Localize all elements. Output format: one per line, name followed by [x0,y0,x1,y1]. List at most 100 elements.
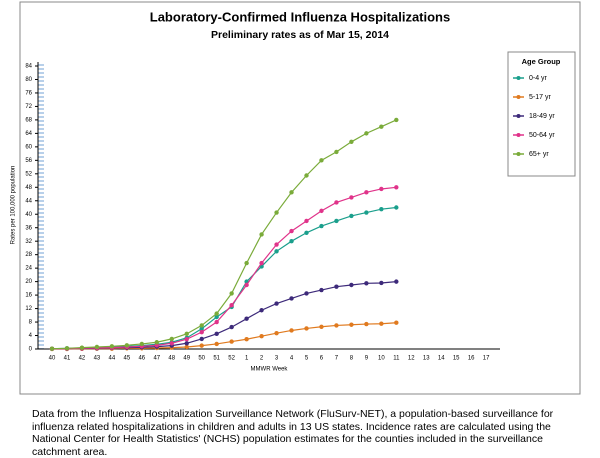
x-tick-label: 10 [378,356,385,362]
data-point [334,284,339,289]
data-point [169,341,174,346]
legend-marker [516,76,521,80]
data-point [274,301,279,306]
y-tick-label: 48 [25,185,32,191]
data-point [214,341,219,347]
x-tick-label: 45 [124,356,131,362]
x-axis-label: MMWR Week [251,367,289,373]
y-tick-label: 8 [29,320,33,326]
chart-subtitle: Preliminary rates as of Mar 15, 2014 [211,29,389,41]
chart: Laboratory-Confirmed Influenza Hospitali… [11,1,581,395]
legend-label: 65+ yr [529,151,549,158]
x-tick-label: 11 [393,356,400,362]
x-tick-label: 1 [245,356,249,362]
data-point [289,228,294,234]
y-tick-label: 16 [25,293,32,299]
x-tick-label: 46 [138,356,145,362]
chart-title: Laboratory-Confirmed Influenza Hospitali… [150,9,450,24]
data-point [139,341,145,347]
data-point [304,173,309,178]
y-tick-label: 12 [25,306,32,312]
data-point [244,282,249,288]
data-point [379,186,384,192]
data-point [199,343,204,348]
data-point [64,346,70,351]
data-point [214,311,219,316]
y-tick-label: 28 [25,252,32,258]
data-point [169,336,174,342]
data-point [244,316,249,321]
y-tick-label: 84 [25,64,32,70]
data-point [259,333,264,339]
data-point [229,291,234,296]
data-point [244,260,249,266]
data-point [244,337,249,342]
x-tick-label: 3 [275,356,279,362]
data-point [274,210,279,215]
x-tick-label: 44 [109,356,116,362]
data-point [319,223,324,229]
y-tick-label: 76 [25,91,32,97]
data-point [319,287,324,293]
data-point [394,205,399,210]
data-point [364,190,369,195]
y-tick-label: 40 [25,212,32,218]
data-point [304,326,309,331]
data-point [289,190,294,195]
y-tick-label: 20 [25,279,32,285]
data-point [379,206,384,212]
x-tick-label: 50 [198,356,205,362]
data-point [274,249,279,254]
data-point [124,343,130,348]
data-point [319,208,324,214]
data-point [349,195,354,200]
data-point [154,343,159,348]
data-point [364,281,369,286]
data-point [349,282,354,288]
data-point [364,131,369,136]
data-point [394,279,399,284]
data-point [184,344,189,350]
legend-title: Age Group [522,57,561,66]
data-point [289,328,294,333]
legend-label: 50-64 yr [529,132,555,139]
y-tick-label: 36 [25,225,32,231]
y-tick-label: 80 [25,77,32,83]
data-point [364,321,369,327]
legend-marker [516,133,521,137]
series-line [52,186,397,350]
decoration [38,64,44,349]
legend-label: 18-49 yr [529,113,555,120]
data-point [229,303,234,308]
data-point [364,210,369,215]
x-tick-label: 41 [64,356,71,362]
data-point [319,324,324,329]
data-point [334,149,339,155]
data-point [274,242,279,247]
data-point [289,296,294,301]
data-point [379,124,384,129]
data-point [184,341,189,346]
data-point [199,326,204,331]
x-tick-label: 51 [213,356,220,362]
x-tick-label: 52 [228,356,235,362]
data-point [394,117,399,123]
x-tick-label: 5 [305,356,309,362]
data-point [214,314,219,320]
legend [507,51,576,177]
x-tick-label: 14 [438,356,445,362]
legend-marker [516,95,521,99]
x-tick-label: 42 [79,356,86,362]
data-point [394,320,399,325]
x-tick-label: 12 [408,356,415,362]
data-point [349,322,354,327]
data-point [304,291,309,296]
data-point [274,330,279,336]
y-tick-label: 4 [29,333,33,339]
x-tick-label: 47 [153,356,160,362]
data-point [199,323,204,328]
data-point [304,230,309,235]
x-tick-label: 43 [94,356,101,362]
x-tick-label: 40 [49,356,56,362]
